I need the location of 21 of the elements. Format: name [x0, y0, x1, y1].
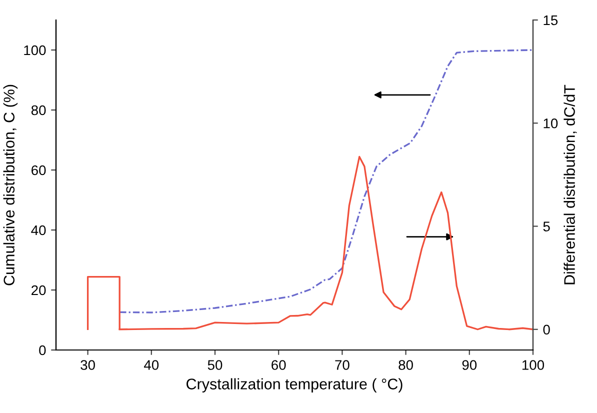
x-tick-label: 90 — [462, 360, 477, 370]
x-tick-label: 100 — [522, 360, 544, 370]
y-axis-title: Cumulative distribution, C (%) — [3, 84, 18, 286]
y2-tick-label: 5 — [543, 222, 550, 232]
x-tick-label: 70 — [335, 360, 350, 370]
y2-axis-title: Differential distribution, dC/dT — [564, 84, 577, 284]
y-tick-label: 20 — [32, 285, 46, 296]
x-tick-label: 50 — [208, 360, 222, 370]
y-tick-label: 100 — [24, 45, 46, 56]
x-axis-title: Crystallization temperature ( °C) — [186, 378, 402, 392]
y-tick-label: 40 — [31, 225, 46, 236]
y-tick-label: 0 — [39, 345, 46, 356]
y2-tick-label: 10 — [544, 118, 558, 128]
y2-tick-label: 15 — [544, 15, 558, 26]
x-tick-label: 30 — [80, 360, 95, 370]
y-tick-label: 80 — [31, 105, 46, 116]
x-tick-label: 60 — [272, 360, 286, 370]
y2-tick-label: 0 — [543, 324, 550, 335]
x-tick-label: 80 — [398, 360, 413, 370]
y-tick-label: 60 — [32, 165, 46, 176]
x-tick-label: 40 — [144, 360, 159, 370]
